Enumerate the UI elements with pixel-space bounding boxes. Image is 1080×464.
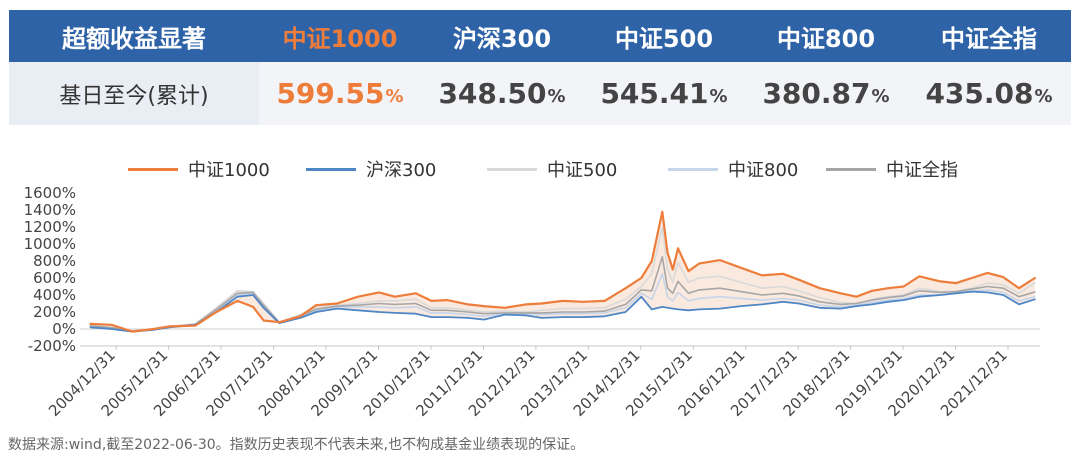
- header-csi1000: 中证1000: [282, 24, 398, 53]
- series-line-0: [89, 210, 1036, 333]
- header-csi500: 中证500: [614, 24, 714, 53]
- header-title: 超额收益显著: [62, 24, 206, 53]
- legend-label: 中证全指: [886, 160, 958, 181]
- y-tick-label: 400%: [33, 286, 76, 304]
- y-tick-label: 0%: [52, 320, 76, 338]
- series-line-4: [89, 256, 1036, 332]
- y-tick-label: 1400%: [24, 201, 76, 219]
- y-tick-label: 800%: [33, 252, 76, 270]
- value-csi800: 380.87%: [745, 62, 907, 125]
- value-number: 435.08: [925, 77, 1034, 110]
- y-tick-label: 1200%: [24, 218, 76, 236]
- value-csi-all: 435.08%: [907, 62, 1071, 125]
- legend-label: 中证1000: [188, 160, 270, 181]
- y-tick-label: 1000%: [24, 235, 76, 253]
- value-number: 380.87: [762, 77, 871, 110]
- legend-item-csi800: 中证800: [668, 155, 798, 183]
- legend-swatch: [668, 167, 718, 171]
- table-header-row: 超额收益显著 中证1000 沪深300 中证500 中证800 中证全指: [9, 10, 1071, 62]
- value-unit: %: [709, 86, 728, 107]
- row-label: 基日至今(累计): [9, 62, 259, 125]
- legend-item-csi500: 中证500: [487, 155, 617, 183]
- value-unit: %: [547, 86, 566, 107]
- value-csi300: 348.50%: [421, 62, 583, 125]
- y-tick-label: 200%: [33, 303, 76, 321]
- legend-swatch: [306, 167, 356, 171]
- value-csi1000: 599.55%: [259, 62, 421, 125]
- header-csi300: 沪深300: [452, 24, 552, 53]
- legend-swatch: [826, 167, 876, 171]
- legend-label: 中证800: [728, 160, 799, 181]
- legend-item-csi-all: 中证全指: [826, 155, 958, 183]
- y-tick-label: -200%: [28, 337, 76, 355]
- legend-swatch: [487, 167, 537, 171]
- value-unit: %: [385, 86, 404, 107]
- legend-label: 中证500: [547, 160, 618, 181]
- value-number: 348.50: [438, 77, 547, 110]
- series-line-2: [89, 226, 1036, 332]
- value-unit: %: [871, 86, 890, 107]
- legend-item-csi1000: 中证1000: [128, 155, 270, 183]
- legend-swatch: [128, 167, 178, 171]
- value-number: 599.55: [276, 77, 385, 110]
- line-chart: -200%0%200%400%600%800%1000%1200%1400%16…: [24, 184, 1040, 420]
- legend-label: 沪深300: [366, 160, 437, 181]
- value-unit: %: [1034, 86, 1053, 107]
- value-csi500: 545.41%: [583, 62, 745, 125]
- y-tick-label: 1600%: [24, 184, 76, 202]
- value-number: 545.41: [600, 77, 709, 110]
- series-band: [90, 211, 1035, 332]
- legend-item-csi300: 沪深300: [306, 155, 436, 183]
- returns-table: 超额收益显著 中证1000 沪深300 中证500 中证800 中证全指 基日至…: [9, 10, 1071, 125]
- source-note: 数据来源:wind,截至2022-06-30。指数历史表现不代表未来,也不构成基…: [8, 437, 585, 453]
- table-value-row: 基日至今(累计) 599.55% 348.50% 545.41% 380.87%…: [9, 62, 1071, 125]
- series-line-1: [89, 290, 1036, 333]
- header-csi800: 中证800: [776, 24, 876, 53]
- header-csi-all: 中证全指: [941, 24, 1037, 53]
- chart-legend: 中证1000 沪深300 中证500 中证800 中证全指: [0, 155, 1080, 183]
- y-tick-label: 600%: [33, 269, 76, 287]
